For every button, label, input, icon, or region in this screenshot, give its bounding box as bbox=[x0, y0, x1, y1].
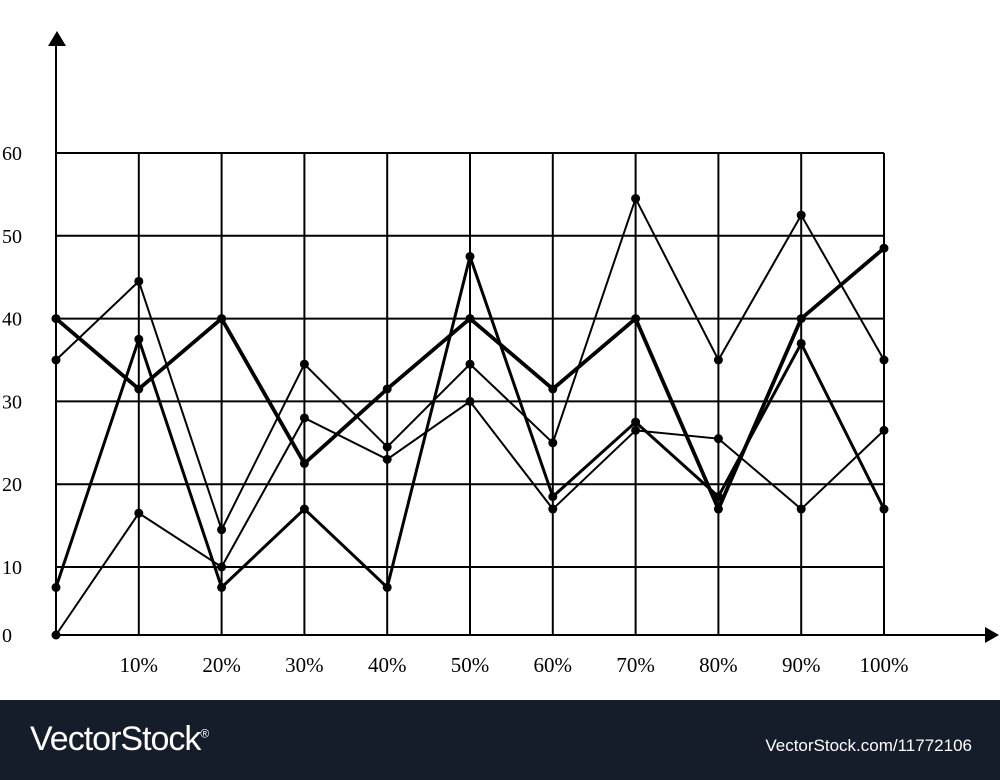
data-point bbox=[548, 438, 558, 448]
data-point bbox=[548, 504, 558, 514]
data-point bbox=[217, 582, 227, 592]
data-point bbox=[51, 582, 61, 592]
y-tick-label: 30 bbox=[2, 391, 22, 413]
data-point bbox=[217, 525, 227, 535]
data-point bbox=[879, 355, 889, 365]
data-point bbox=[796, 504, 806, 514]
data-point bbox=[217, 314, 227, 324]
line-chart: 0 10 20 30 40 50 60 10% 20% 30% 40% 50% 60% 70% 80% 90%… bbox=[2, 31, 999, 677]
data-point bbox=[382, 442, 392, 452]
x-tick-label: 40% bbox=[368, 653, 407, 677]
data-point bbox=[51, 630, 61, 640]
data-point bbox=[465, 396, 475, 406]
y-tick-label: 0 bbox=[2, 625, 12, 647]
data-point bbox=[713, 355, 723, 365]
data-point bbox=[51, 355, 61, 365]
x-tick-label: 10% bbox=[120, 653, 159, 677]
data-point bbox=[796, 314, 806, 324]
x-tick-label: 100% bbox=[860, 653, 909, 677]
data-point bbox=[796, 210, 806, 220]
data-point bbox=[465, 314, 475, 324]
data-point bbox=[217, 562, 227, 572]
data-point bbox=[631, 425, 641, 435]
data-point bbox=[548, 492, 558, 502]
data-point bbox=[299, 459, 309, 468]
data-point bbox=[879, 425, 889, 435]
x-tick-label: 90% bbox=[782, 653, 821, 677]
data-point bbox=[134, 276, 144, 286]
data-point bbox=[713, 492, 723, 502]
data-point bbox=[299, 504, 309, 514]
y-tick-label: 60 bbox=[2, 143, 22, 165]
data-point bbox=[796, 338, 806, 348]
y-tick-label: 40 bbox=[2, 309, 22, 331]
x-axis-arrow-icon bbox=[985, 627, 999, 643]
data-point bbox=[134, 508, 144, 518]
data-point bbox=[879, 243, 889, 253]
data-point bbox=[51, 314, 61, 324]
x-tick-label: 80% bbox=[699, 653, 738, 677]
data-point bbox=[631, 314, 641, 324]
data-point bbox=[713, 434, 723, 444]
data-point bbox=[713, 504, 723, 514]
footer-bar: VectorStock® VectorStock.com/11772106 bbox=[0, 700, 1000, 780]
x-tick-label: 70% bbox=[616, 653, 655, 677]
data-point bbox=[134, 384, 144, 394]
data-point bbox=[382, 384, 392, 394]
data-point bbox=[382, 454, 392, 464]
data-point bbox=[465, 252, 475, 261]
y-tick-label: 20 bbox=[2, 474, 22, 496]
logo-text: VectorStock bbox=[30, 720, 201, 758]
y-tick-label: 50 bbox=[2, 226, 22, 248]
data-point bbox=[134, 334, 144, 344]
data-point bbox=[465, 359, 475, 369]
data-point bbox=[879, 504, 889, 514]
y-axis-arrow-icon bbox=[48, 31, 66, 46]
x-tick-label: 60% bbox=[534, 653, 573, 677]
y-tick-label: 10 bbox=[2, 557, 22, 579]
x-tick-label: 50% bbox=[451, 653, 490, 677]
data-point bbox=[299, 413, 309, 423]
data-point bbox=[548, 384, 558, 394]
data-point bbox=[299, 359, 309, 369]
data-point bbox=[382, 582, 392, 592]
logo-mark: ® bbox=[200, 726, 209, 741]
x-tick-label: 20% bbox=[202, 653, 241, 677]
image-credit: VectorStock.com/11772106 bbox=[765, 736, 972, 755]
vectorstock-logo: VectorStock® bbox=[30, 720, 209, 759]
x-tick-label: 30% bbox=[285, 653, 324, 677]
data-point bbox=[631, 417, 641, 427]
data-point bbox=[631, 194, 641, 204]
